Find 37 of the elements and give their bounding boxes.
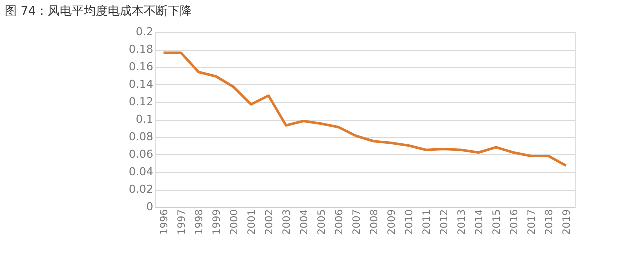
y-tick-label: 0.16 xyxy=(129,60,154,74)
x-tick-label: 2012 xyxy=(439,210,450,235)
y-tick-label: 0 xyxy=(146,200,154,214)
x-tick-label: 2016 xyxy=(509,210,520,235)
y-tick-label: 0.12 xyxy=(129,96,154,108)
y-tick-label: 0.02 xyxy=(129,183,154,196)
x-tick-label: 2015 xyxy=(492,210,503,235)
y-tick-label: 0.08 xyxy=(129,130,154,144)
y-tick-label: 0.1 xyxy=(136,113,154,126)
y-tick-label: 0.2 xyxy=(136,26,154,38)
y-tick-label: 0.14 xyxy=(129,78,154,91)
x-tick-label: 1996 xyxy=(159,210,170,235)
x-tick-label: 2011 xyxy=(422,210,433,235)
x-tick-label: 2006 xyxy=(334,210,346,235)
x-tick-label: 2018 xyxy=(544,210,556,235)
line-series xyxy=(162,52,568,168)
x-tick-label: 2003 xyxy=(282,210,293,235)
x-tick-label: 2005 xyxy=(316,210,328,235)
x-tick-label: 1999 xyxy=(212,210,223,235)
x-tick-label: 2013 xyxy=(456,210,468,235)
x-tick-label: 2008 xyxy=(369,210,380,235)
y-tick-label: 0.18 xyxy=(129,43,154,56)
x-tick-label: 1997 xyxy=(176,210,188,235)
x-tick-label: 2007 xyxy=(352,210,363,235)
x-tick-label: 2010 xyxy=(404,210,416,235)
y-tick-label: 0.06 xyxy=(129,148,154,161)
x-tick-label: 2019 xyxy=(562,210,573,235)
x-tick-label: 2014 xyxy=(474,210,486,235)
y-tick-label: 0.04 xyxy=(129,166,154,178)
x-tick-label: 2001 xyxy=(246,210,258,235)
x-tick-label: 2017 xyxy=(526,210,538,235)
x-tick-label: 2000 xyxy=(229,210,240,235)
x-tick-label: 2002 xyxy=(264,210,276,235)
x-tick-label: 2009 xyxy=(386,210,398,235)
chart-title: 图 74：风电平均度电成本不断下降 xyxy=(5,4,192,18)
x-tick-label: 1998 xyxy=(194,210,206,235)
x-tick-label: 2004 xyxy=(299,210,310,235)
